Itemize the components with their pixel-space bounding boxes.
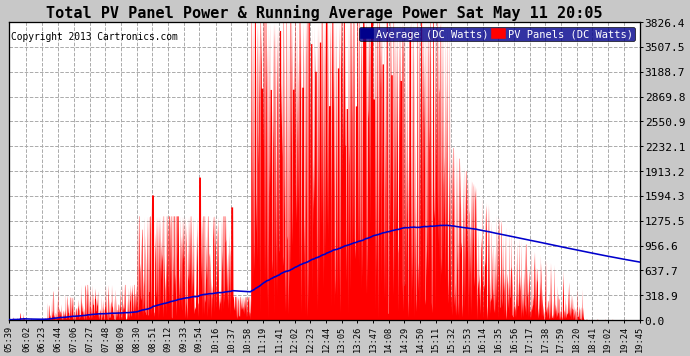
- Text: Copyright 2013 Cartronics.com: Copyright 2013 Cartronics.com: [10, 31, 177, 41]
- Title: Total PV Panel Power & Running Average Power Sat May 11 20:05: Total PV Panel Power & Running Average P…: [46, 5, 603, 21]
- Legend: Average (DC Watts), PV Panels (DC Watts): Average (DC Watts), PV Panels (DC Watts): [359, 28, 635, 42]
